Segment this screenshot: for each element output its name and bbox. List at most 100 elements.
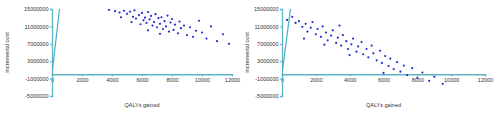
point [322, 25, 324, 27]
axis-line [280, 10, 283, 97]
tick: 15000000 [24, 6, 52, 12]
tick-mark [280, 96, 282, 97]
point [387, 65, 389, 67]
point [360, 41, 362, 43]
point [159, 33, 161, 35]
point [189, 26, 191, 28]
point [150, 15, 152, 17]
panel: 020004000600080001000012000-5000000-1000… [244, 6, 493, 108]
point [160, 16, 162, 18]
point [168, 31, 170, 33]
point [371, 44, 373, 46]
point [165, 25, 167, 27]
tick-mark [280, 9, 282, 10]
x-axis: 020004000600080001000012000 [51, 74, 240, 82]
tick: 12000 [478, 74, 493, 82]
point [367, 56, 369, 58]
axis-line [50, 10, 53, 97]
tick-label: 12000 [478, 77, 493, 83]
point [144, 17, 146, 19]
point [123, 10, 125, 12]
point [428, 80, 430, 82]
scatter-series [108, 9, 230, 45]
point [421, 71, 423, 73]
tick: 11000000 [24, 24, 52, 30]
tick: 2000 [76, 74, 88, 82]
tick: 10000 [195, 74, 210, 82]
point [186, 34, 188, 36]
point [156, 26, 158, 28]
point [210, 25, 212, 27]
tick-mark [280, 61, 282, 62]
tick: 6000 [378, 74, 390, 82]
point [389, 57, 391, 59]
point [132, 16, 134, 18]
point [347, 48, 349, 50]
point [216, 40, 218, 42]
point [372, 52, 374, 54]
tick-label: 7000000 [257, 41, 278, 47]
tick-label: 7000000 [27, 41, 48, 47]
point [294, 22, 296, 24]
point [342, 34, 344, 36]
point [382, 72, 384, 74]
x-axis-title: QALYs gained [366, 102, 401, 108]
point [332, 29, 334, 31]
point [303, 37, 305, 39]
threshold-line [282, 9, 290, 74]
tick: 8000 [412, 74, 424, 82]
point [205, 37, 207, 39]
tick-label: -1000000 [255, 76, 278, 82]
point [154, 13, 156, 15]
point [305, 23, 307, 25]
point [129, 11, 131, 13]
point [114, 10, 116, 12]
tick-label: 4000 [344, 77, 356, 83]
tick-label: -5000000 [25, 93, 48, 99]
plot-area [282, 9, 444, 85]
tick-mark [50, 44, 52, 45]
point [172, 29, 174, 31]
tick-label: -5000000 [255, 93, 278, 99]
point [130, 21, 132, 23]
point [198, 20, 200, 22]
chart-root: 020004000600080001000012000-5000000-1000… [0, 0, 500, 114]
tick-label: 8000 [166, 77, 178, 83]
point [301, 26, 303, 28]
point [169, 21, 171, 23]
tick: 6000 [136, 74, 148, 82]
point [145, 22, 147, 24]
tick: 8000 [166, 74, 178, 82]
plot-area [52, 9, 230, 74]
point [315, 33, 317, 35]
y-axis: -5000000-1000000300000070000001100000015… [254, 6, 282, 99]
point [138, 14, 140, 16]
tick-label: 11000000 [254, 24, 278, 30]
tick: 15000000 [254, 6, 282, 12]
point [411, 67, 413, 69]
tick: 4000 [344, 74, 356, 82]
point [350, 43, 352, 45]
point [126, 13, 128, 15]
tick-label: 15000000 [24, 6, 48, 12]
point [147, 29, 149, 31]
point [192, 36, 194, 38]
point [195, 30, 197, 32]
point [222, 33, 224, 35]
tick: 12000 [225, 74, 240, 82]
point [384, 55, 386, 57]
point [108, 9, 110, 11]
x-axis-title: QALYs gained [124, 102, 159, 108]
tick-label: 11000000 [24, 24, 48, 30]
point [337, 37, 339, 39]
point [365, 48, 367, 50]
tick: -5000000 [25, 93, 52, 99]
point [355, 51, 357, 53]
point [298, 20, 300, 22]
point [335, 42, 337, 44]
point [163, 20, 165, 22]
point [396, 61, 398, 63]
tick-label: 12000 [225, 77, 240, 83]
point [376, 59, 378, 61]
tick: 7000000 [27, 41, 52, 47]
